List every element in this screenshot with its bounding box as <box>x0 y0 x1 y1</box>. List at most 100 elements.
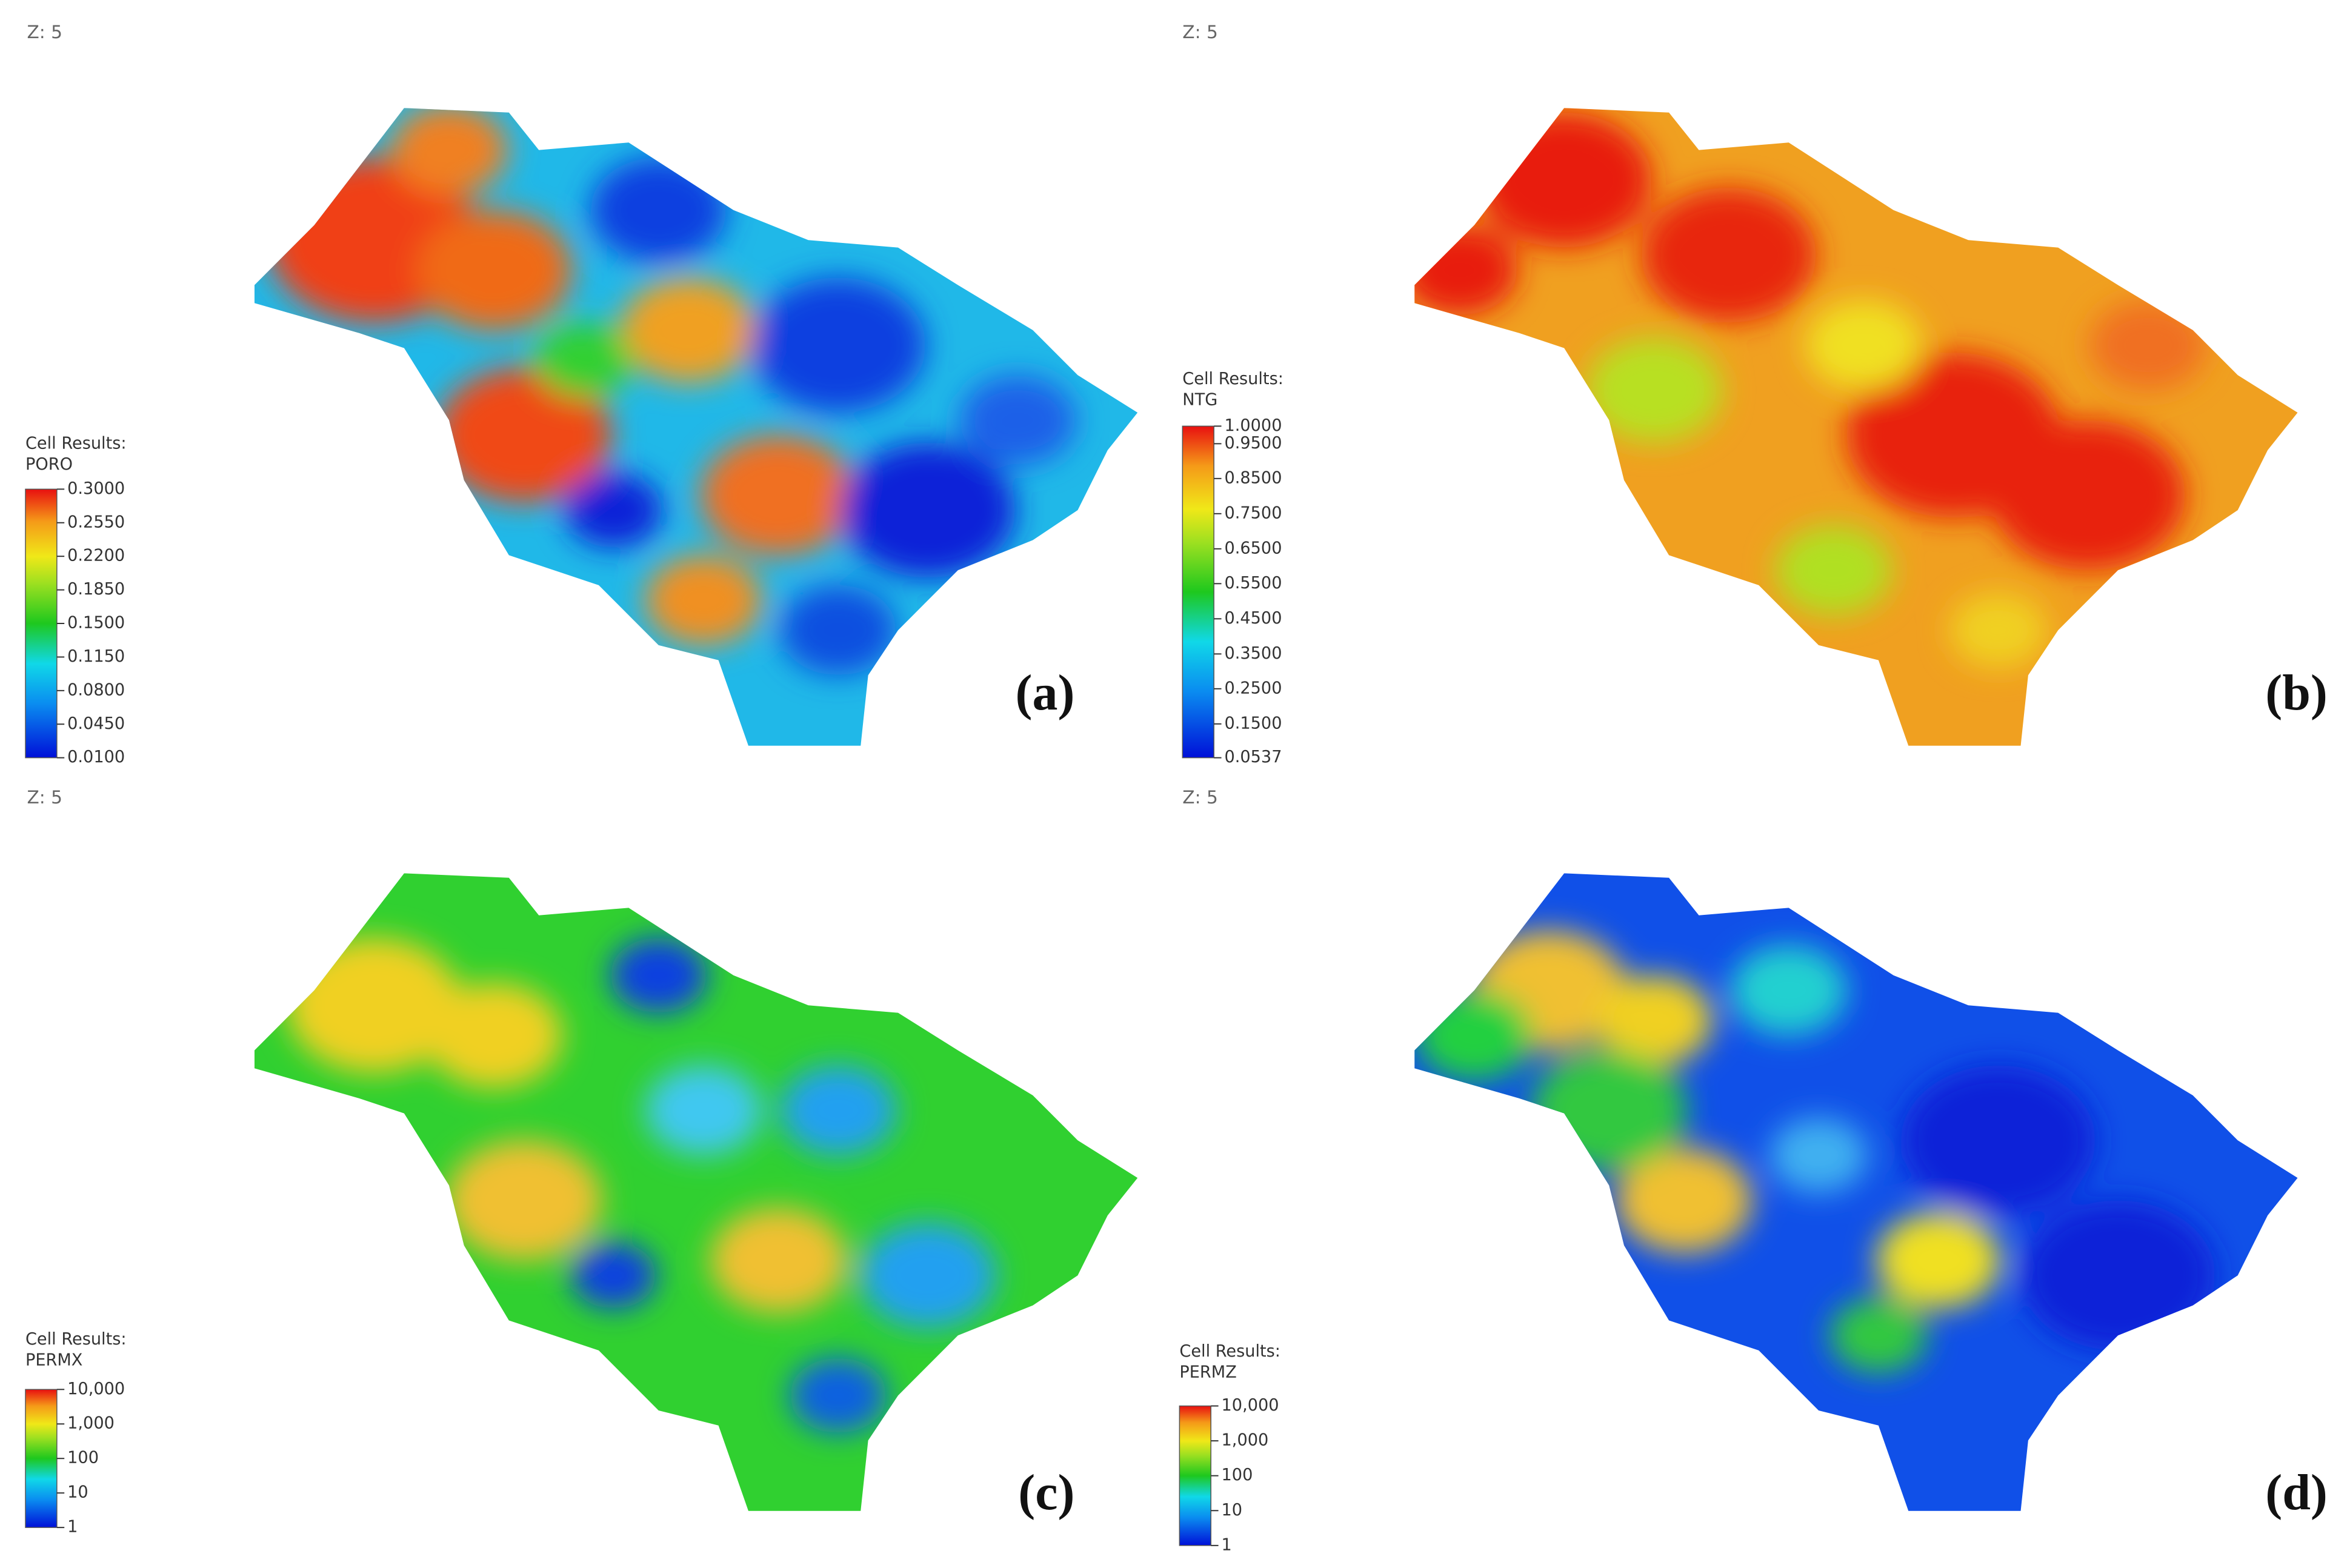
legend-tick-label: 10 <box>1222 1501 1243 1520</box>
color-bar <box>1182 425 1214 759</box>
panel: Z: 5 Cell Results: PERMZ 10,000 1,000 100 10 1 (… <box>1179 786 2328 1554</box>
legend-tick-label: 0.3000 <box>67 479 125 498</box>
legend-tick-label: 0.2200 <box>67 546 125 565</box>
map-region <box>1775 525 1893 616</box>
z-label: Z: 5 <box>1182 786 1218 808</box>
map-region <box>416 210 572 330</box>
map-region <box>710 1208 847 1313</box>
map-region <box>590 158 727 263</box>
map-region <box>535 322 633 398</box>
map-clip <box>254 873 1138 1511</box>
legend-tick-label: 1 <box>67 1518 78 1536</box>
map-clip <box>1414 108 2298 746</box>
legend-tick-label: 0.3500 <box>1224 644 1282 663</box>
legend-tick-label: 0.0100 <box>67 748 125 766</box>
legend-tick-label: 10 <box>67 1483 88 1502</box>
legend-title: Cell Results: <box>25 434 127 453</box>
map-region <box>645 555 762 645</box>
property-map <box>1414 108 2298 746</box>
map-region <box>1416 990 1533 1081</box>
map-region <box>1616 1148 1753 1253</box>
legend-tick-label: 0.2550 <box>67 513 125 531</box>
map-region <box>287 937 462 1073</box>
legend-tick-label: 1 <box>1222 1535 1232 1554</box>
legend-title: Cell Results: <box>25 1330 127 1349</box>
map-blobs <box>1416 930 2216 1374</box>
map-region <box>1476 112 1652 248</box>
legend-tick-label: 1,000 <box>67 1414 115 1433</box>
legend-tick-label: 100 <box>67 1449 99 1467</box>
map-region <box>860 1223 996 1328</box>
property-map <box>254 873 1138 1511</box>
map-region <box>436 367 612 503</box>
legend-property: PERMZ <box>1179 1363 1236 1382</box>
map-region <box>645 1065 762 1155</box>
map-region <box>1596 975 1713 1066</box>
map-region <box>1900 1065 2096 1216</box>
map-region <box>750 277 926 413</box>
legend-tick-label: 0.8500 <box>1224 468 1282 487</box>
panel-caption: (b) <box>2265 665 2328 721</box>
map-region <box>1769 1118 1868 1193</box>
legend-tick-label: 100 <box>1222 1466 1253 1484</box>
panel-caption: (d) <box>2265 1464 2328 1521</box>
legend-tick-label: 0.2500 <box>1224 679 1282 697</box>
map-region <box>565 473 662 548</box>
map-region <box>1531 1050 1687 1171</box>
legend-tick-label: 0.1500 <box>1224 714 1282 733</box>
map-blobs <box>287 937 996 1433</box>
map-region <box>446 1140 602 1261</box>
map-region <box>1641 187 1817 323</box>
legend-tick-label: 0.0537 <box>1224 748 1282 766</box>
legend-title: Cell Results: <box>1182 370 1283 388</box>
map-region <box>779 1065 897 1155</box>
z-label: Z: 5 <box>27 21 62 42</box>
legend-tick-label: 0.0450 <box>67 714 125 733</box>
map-region <box>571 1242 657 1309</box>
legend-property: PERMX <box>25 1351 82 1370</box>
legend-tick-label: 0.6500 <box>1224 539 1282 557</box>
map-region <box>2020 1200 2216 1350</box>
property-map <box>1414 873 2298 1511</box>
color-bar <box>25 1389 58 1528</box>
legend-tick-label: 0.1850 <box>67 580 125 599</box>
map-region <box>1876 1212 2001 1309</box>
legend-property: PORO <box>25 455 73 474</box>
map-region <box>1730 945 1848 1035</box>
map-region <box>959 375 1076 465</box>
legend-tick-label: 0.1500 <box>67 613 125 632</box>
legend-tick-label: 0.7500 <box>1224 503 1282 522</box>
legend-tick-label: 0.1150 <box>67 647 125 666</box>
map-region <box>390 108 508 195</box>
map-region <box>779 585 897 676</box>
panel: Z: 5 Cell Results: PORO 0.3000 0.2550 0.2200 0… <box>25 21 1138 766</box>
legend-title: Cell Results: <box>1179 1342 1280 1361</box>
panel: Z: 5 Cell Results: PERMX 10,000 1,000 100 10 1 (… <box>25 786 1138 1536</box>
color-bar <box>25 488 58 759</box>
map-region <box>1805 300 1922 390</box>
map-region <box>1991 420 2186 571</box>
legend-tick-label: 10,000 <box>67 1380 125 1398</box>
legend-tick-label: 1,000 <box>1222 1431 1269 1450</box>
legend-tick-label: 0.9500 <box>1224 434 1282 453</box>
map-region <box>840 442 1016 578</box>
color-bar <box>1179 1405 1211 1546</box>
map-region <box>789 1358 887 1433</box>
map-region <box>2089 300 2206 390</box>
panel-caption: (c) <box>1018 1464 1074 1521</box>
map-region <box>1949 593 2047 668</box>
legend-tick-label: 0.5500 <box>1224 574 1282 593</box>
legend-tick-label: 0.0800 <box>67 680 125 699</box>
panel-caption: (a) <box>1016 665 1075 721</box>
map-region <box>620 277 757 383</box>
z-label: Z: 5 <box>1182 21 1218 42</box>
map-region <box>425 983 562 1088</box>
map-region <box>1829 1298 1928 1374</box>
legend-tick-label: 1.0000 <box>1224 416 1282 435</box>
map-region <box>1585 337 1722 443</box>
map-region <box>700 435 856 556</box>
legend-tick-label: 0.4500 <box>1224 609 1282 628</box>
map-blobs <box>267 108 1076 676</box>
